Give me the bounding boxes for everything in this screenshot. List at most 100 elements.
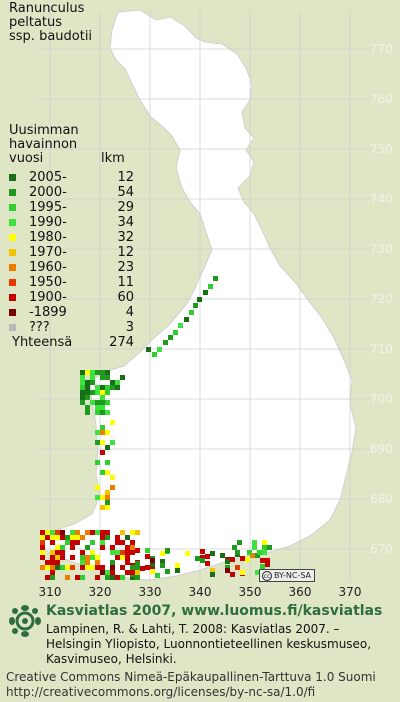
occurrence-cell xyxy=(70,530,75,535)
occurrence-cell xyxy=(70,565,75,570)
occurrence-cell xyxy=(150,569,155,574)
occurrence-cell xyxy=(247,550,252,555)
occurrence-cell xyxy=(205,561,210,566)
occurrence-cell xyxy=(100,430,105,435)
occurrence-cell xyxy=(130,565,135,570)
occurrence-cell xyxy=(220,553,225,558)
occurrence-cell xyxy=(210,551,215,556)
occurrence-cell xyxy=(40,555,45,560)
occurrence-cell xyxy=(260,558,265,563)
finland-outline xyxy=(41,9,357,581)
legend-row: 1950- 11 xyxy=(9,275,134,290)
legend-row: 2000- 54 xyxy=(9,185,134,200)
occurrence-cell xyxy=(100,540,105,545)
legend-row: 1990- 34 xyxy=(9,215,134,230)
occurrence-cell xyxy=(65,575,70,580)
occurrence-cell xyxy=(95,430,100,435)
occurrence-cell xyxy=(110,545,115,550)
occurrence-cell xyxy=(50,555,55,560)
occurrence-cell xyxy=(105,375,110,380)
occurrence-cell xyxy=(105,495,110,500)
occurrence-cell xyxy=(100,505,105,510)
occurrence-cell xyxy=(203,290,208,295)
occurrence-cell xyxy=(50,565,55,570)
occurrence-cell xyxy=(163,340,168,345)
legend: 2005- 12 2000- 54 1995- 29 1990- 34 1980- 32 1970-… xyxy=(9,170,134,335)
occurrence-cell xyxy=(105,385,110,390)
occurrence-cell xyxy=(210,568,215,573)
legend-swatch xyxy=(9,189,16,196)
occurrence-cell xyxy=(145,554,150,559)
occurrence-cell xyxy=(105,445,110,450)
occurrence-cell xyxy=(267,545,272,550)
occurrence-cell xyxy=(130,550,135,555)
occurrence-cell xyxy=(125,545,130,550)
occurrence-cell xyxy=(105,505,110,510)
occurrence-cell xyxy=(95,400,100,405)
cc-license-badge[interactable]: cc BY-NC-SA xyxy=(259,569,315,582)
occurrence-cell xyxy=(80,565,85,570)
legend-swatch xyxy=(9,204,16,211)
occurrence-cell xyxy=(115,575,120,580)
occurrence-cell xyxy=(105,410,110,415)
occurrence-cell xyxy=(50,570,55,575)
occurrence-cell xyxy=(95,530,100,535)
species-name: Ranunculus peltatus ssp. baudotii xyxy=(9,1,93,44)
occurrence-cell xyxy=(262,550,267,555)
y-grid-label: 670 xyxy=(370,542,393,556)
footer-title[interactable]: Kasviatlas 2007, www.luomus.fi/kasviatla… xyxy=(46,603,383,619)
occurrence-cell xyxy=(90,550,95,555)
occurrence-cell xyxy=(80,400,85,405)
occurrence-cell xyxy=(100,400,105,405)
y-grid-label: 750 xyxy=(370,142,393,156)
occurrence-cell xyxy=(200,558,205,563)
occurrence-cell xyxy=(90,530,95,535)
occurrence-cell xyxy=(60,555,65,560)
occurrence-cell xyxy=(235,550,240,555)
occurrence-cell xyxy=(110,485,115,490)
occurrence-cell xyxy=(100,470,105,475)
occurrence-cell xyxy=(150,563,155,568)
occurrence-cell xyxy=(110,440,115,445)
occurrence-cell xyxy=(140,566,145,571)
x-grid-label: 310 xyxy=(38,585,62,599)
occurrence-cell xyxy=(120,565,125,570)
occurrence-cell xyxy=(85,410,90,415)
legend-row: 1900- 60 xyxy=(9,290,134,305)
occurrence-cell xyxy=(60,535,65,540)
occurrence-cell xyxy=(95,555,100,560)
occurrence-cell xyxy=(110,380,115,385)
occurrence-cell xyxy=(178,323,183,328)
occurrence-cell xyxy=(60,545,65,550)
occurrence-cell xyxy=(240,570,245,575)
occurrence-cell xyxy=(105,500,110,505)
occurrence-cell xyxy=(225,559,230,564)
occurrence-cell xyxy=(80,370,85,375)
legend-row: ??? 3 xyxy=(9,320,134,335)
legend-total: Yhteensä 274 xyxy=(12,335,134,350)
footer-license[interactable]: Creative Commons Nimeä-Epäkaupallinen-Ta… xyxy=(6,670,376,699)
occurrence-cell xyxy=(213,276,218,281)
occurrence-cell xyxy=(75,540,80,545)
legend-row: 2005- 12 xyxy=(9,170,134,185)
legend-header: Uusimman havainnon vuosi lkm xyxy=(9,123,125,166)
occurrence-cell xyxy=(120,540,125,545)
occurrence-cell xyxy=(40,535,45,540)
occurrence-cell xyxy=(85,390,90,395)
occurrence-cell xyxy=(60,565,65,570)
occurrence-cell xyxy=(115,380,120,385)
occurrence-cell xyxy=(160,551,165,556)
occurrence-cell xyxy=(45,565,50,570)
occurrence-cell xyxy=(85,380,90,385)
occurrence-cell xyxy=(235,565,240,570)
y-grid-label: 710 xyxy=(370,342,393,356)
kasviatlas-logo-icon xyxy=(9,605,41,637)
occurrence-cell xyxy=(120,550,125,555)
occurrence-cell xyxy=(90,375,95,380)
occurrence-cell xyxy=(120,530,125,535)
occurrence-cell xyxy=(105,470,110,475)
occurrence-cell xyxy=(85,370,90,375)
occurrence-cell xyxy=(240,556,245,561)
occurrence-cell xyxy=(135,565,140,570)
occurrence-cell xyxy=(85,545,90,550)
